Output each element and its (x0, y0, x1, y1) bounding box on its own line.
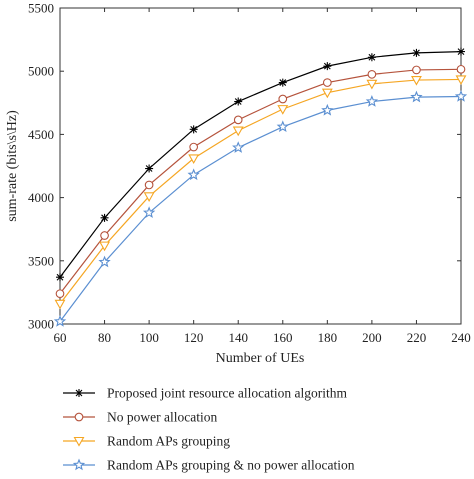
series-3 (54, 75, 467, 310)
series-line (59, 68, 462, 295)
y-tick-label: 5000 (28, 64, 54, 79)
circle-marker (233, 115, 243, 125)
star-marker (276, 120, 289, 133)
x-tick-label: 200 (362, 330, 382, 345)
x-tick-label: 60 (54, 330, 67, 345)
asterisk-marker (234, 97, 243, 106)
x-tick-label: 180 (318, 330, 338, 345)
star-marker (232, 141, 245, 153)
asterisk-marker (412, 48, 421, 57)
star-marker (321, 103, 334, 116)
asterisk-marker (56, 273, 64, 282)
circle-marker (189, 142, 199, 152)
y-axis-label: sum-rate (bits\s\Hz) (5, 110, 20, 222)
series-line (59, 51, 462, 278)
triangle-marker (73, 436, 85, 447)
asterisk-marker (75, 389, 83, 397)
series-2 (55, 64, 466, 299)
star-marker (365, 95, 379, 107)
triangle-marker (188, 154, 200, 165)
triangle-marker (455, 75, 467, 86)
star-marker (53, 314, 67, 327)
asterisk-marker (323, 62, 332, 71)
x-tick-label: 240 (451, 330, 471, 345)
x-tick-label: 220 (407, 330, 427, 345)
legend-entry: No power allocation (63, 410, 217, 425)
x-tick-label: 100 (139, 330, 159, 345)
x-tick-label: 160 (273, 330, 293, 345)
triangle-marker (321, 88, 333, 99)
legend-entry: Proposed joint resource allocation algor… (63, 386, 347, 401)
asterisk-marker (278, 78, 287, 87)
triangle-marker (143, 192, 155, 202)
y-tick-label: 5500 (28, 1, 54, 16)
circle-marker (55, 289, 65, 299)
star-marker (410, 90, 423, 103)
series-4 (53, 90, 468, 327)
asterisk-marker (145, 164, 154, 173)
legend-entry: Random APs grouping & no power allocatio… (63, 458, 355, 473)
axis-ticks: 60 80 100 120 140 160 180 200 220 240 3000 3500 4000… (28, 1, 471, 346)
asterisk-marker (367, 53, 376, 62)
circle-marker (74, 412, 84, 422)
circle-marker (100, 231, 109, 240)
legend: Proposed joint resource allocation algor… (63, 386, 355, 473)
circle-marker (278, 94, 288, 104)
circle-marker (322, 78, 332, 87)
star-marker (72, 458, 86, 471)
triangle-marker (232, 126, 244, 137)
legend-label: No power allocation (107, 410, 217, 425)
y-tick-label: 4000 (28, 190, 54, 205)
triangle-marker (99, 241, 110, 252)
legend-label: Random APs grouping & no power allocatio… (107, 458, 355, 473)
star-marker (142, 206, 156, 219)
triangle-marker (411, 75, 422, 86)
star-marker (187, 168, 200, 181)
x-tick-label: 120 (184, 330, 204, 345)
legend-entry: Random APs grouping (63, 434, 230, 449)
x-tick-label: 80 (98, 330, 111, 345)
star-marker (98, 255, 111, 268)
y-tick-label: 3000 (28, 317, 54, 332)
asterisk-marker (189, 125, 198, 134)
triangle-marker (277, 105, 289, 115)
series-1 (56, 47, 465, 282)
triangle-marker (366, 79, 378, 90)
plot-frame (59, 7, 462, 325)
series-layer (53, 47, 468, 327)
asterisk-marker (100, 213, 109, 222)
y-tick-label: 3500 (28, 253, 54, 268)
circle-marker (367, 70, 377, 79)
star-marker (454, 90, 468, 102)
legend-label: Proposed joint resource allocation algor… (107, 386, 347, 401)
triangle-marker (54, 299, 66, 310)
series-line (59, 95, 462, 322)
legend-label: Random APs grouping (107, 434, 230, 449)
x-axis-label: Number of UEs (216, 351, 305, 366)
series-line (59, 78, 462, 305)
circle-marker (412, 65, 421, 75)
y-tick-label: 4500 (28, 127, 54, 142)
circle-marker (456, 64, 466, 74)
x-tick-label: 140 (228, 330, 248, 345)
asterisk-marker (457, 47, 465, 56)
circle-marker (144, 180, 154, 190)
